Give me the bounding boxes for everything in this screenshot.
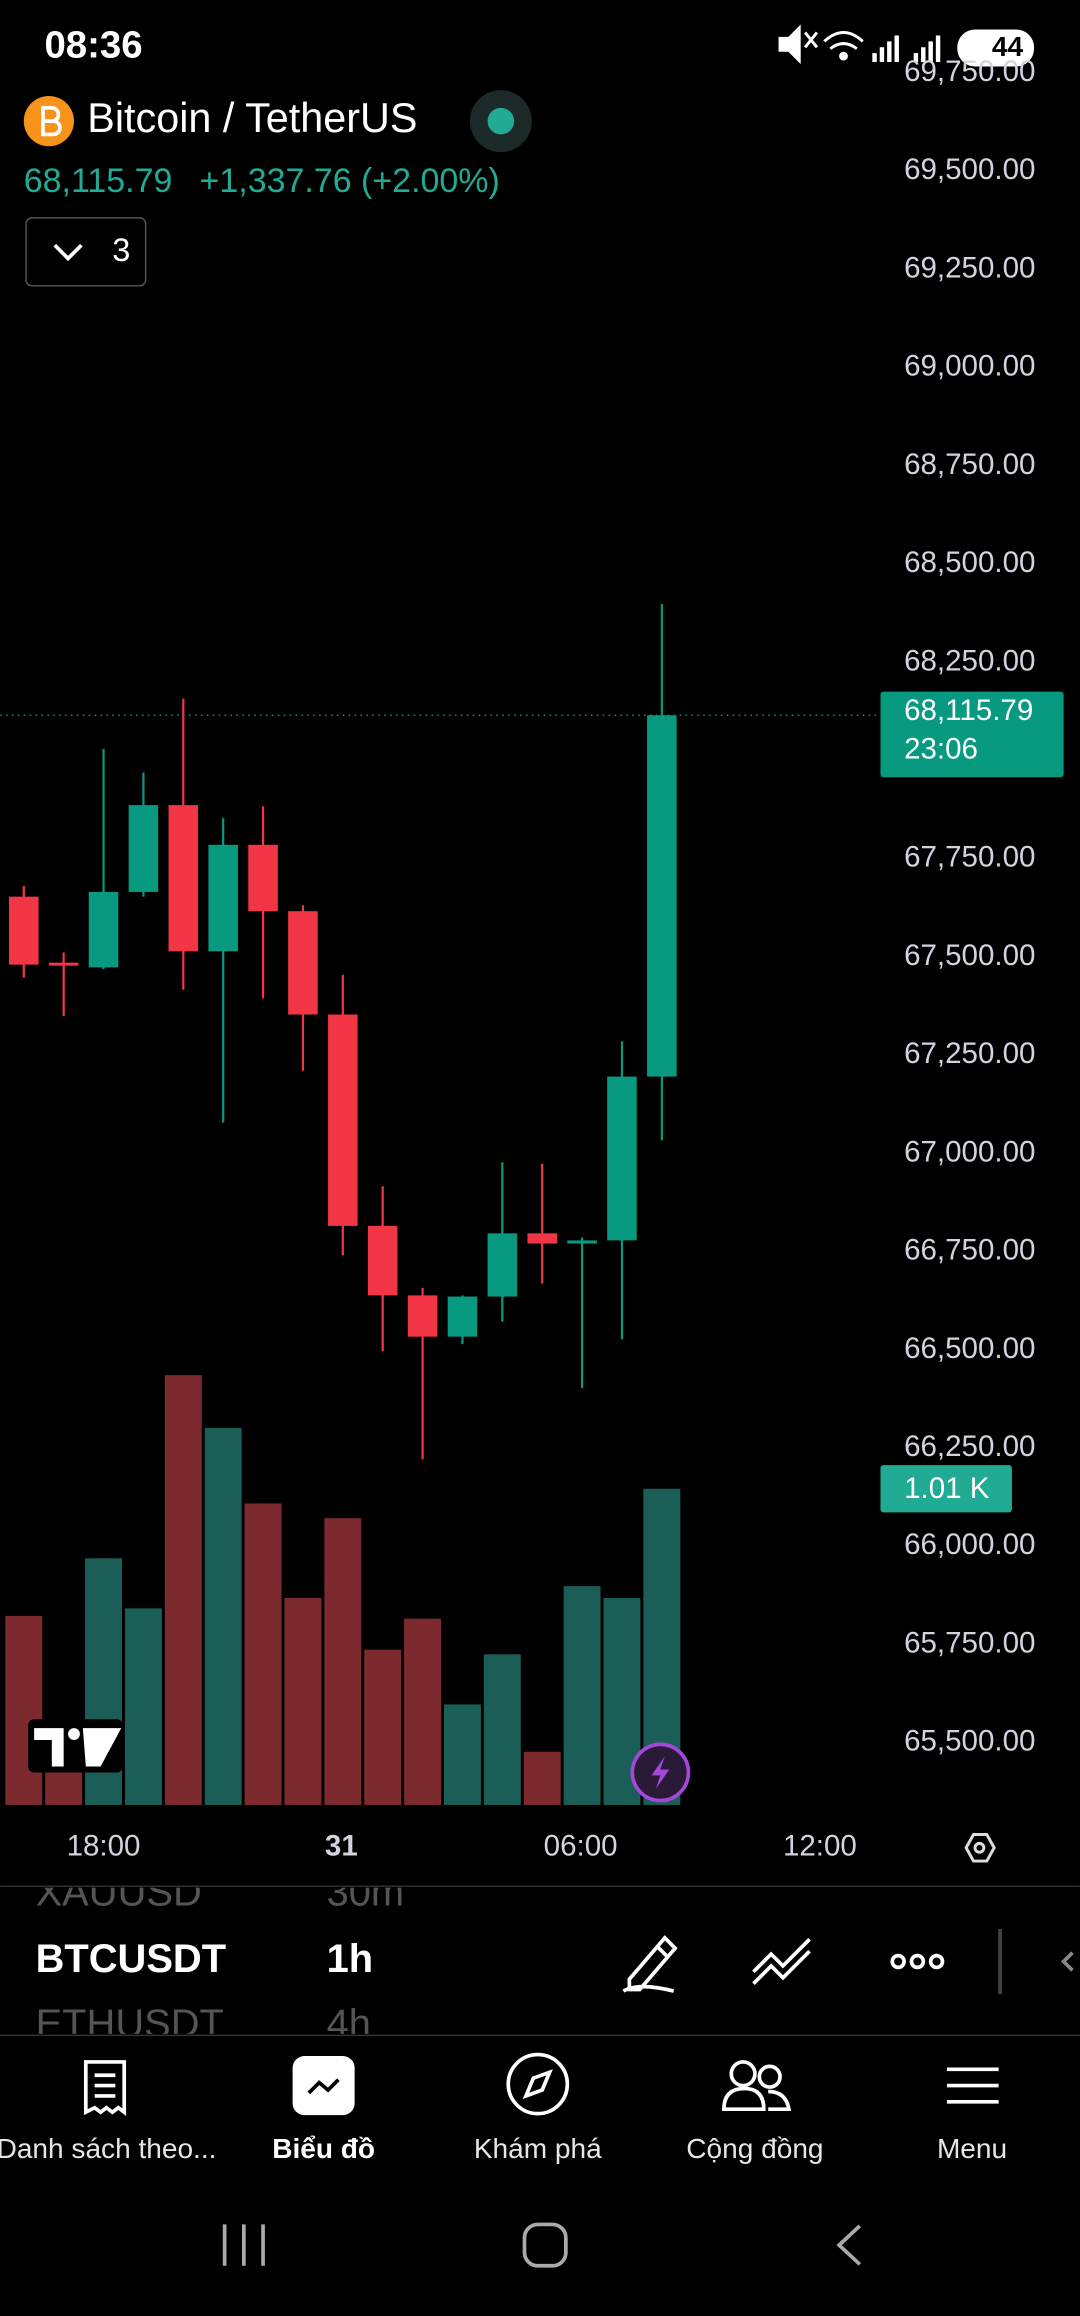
volume-bar (324, 1518, 362, 1805)
draw-icon[interactable] (627, 1935, 678, 1992)
candle-body (208, 844, 238, 952)
volume-bar (45, 1772, 83, 1805)
y-tick-label: 65,500.00 (904, 1725, 1035, 1758)
candle-body (367, 1225, 398, 1296)
back-button[interactable] (836, 2224, 862, 2266)
settings-dot (973, 1841, 986, 1854)
toolbar: XAUUSD 30m BTCUSDT 1h ETHUSDT 4h (36, 1871, 405, 2046)
volume-bar (364, 1649, 402, 1805)
x-tick-label: 12:00 (783, 1830, 857, 1863)
plot[interactable] (0, 603, 881, 1805)
nav-label[interactable]: Danh sách theo... (0, 2133, 216, 2164)
volume-bar (404, 1618, 442, 1805)
volume-bar (5, 1615, 43, 1805)
candle-body (48, 962, 79, 966)
candle-body (607, 1076, 637, 1241)
interval-item[interactable]: 1h (327, 1937, 374, 1981)
volume-bar (443, 1704, 481, 1805)
system-nav (222, 2222, 862, 2268)
volume-bar (483, 1654, 521, 1805)
interval-item[interactable]: 4h (327, 2002, 371, 2046)
candle-body (328, 1014, 358, 1226)
y-tick-label: 69,750.00 (904, 55, 1035, 88)
candle-body (647, 715, 677, 1077)
settings-icon[interactable] (964, 1833, 996, 1863)
volume-bar (244, 1503, 282, 1805)
indicator-count: 3 (112, 232, 130, 268)
y-tick-label: 67,750.00 (904, 841, 1035, 874)
candle-body (527, 1233, 557, 1244)
symbol-item[interactable]: XAUUSD (36, 1871, 202, 1915)
y-tick-label: 68,250.00 (904, 644, 1035, 677)
candle-body (9, 896, 39, 965)
y-tick-label: 67,000.00 (904, 1135, 1035, 1168)
y-tick-label: 67,500.00 (904, 939, 1035, 972)
volume-bar (204, 1428, 242, 1805)
nav-label[interactable]: Khám phá (474, 2133, 602, 2164)
volume-bar (284, 1598, 322, 1805)
y-tick-label: 66,750.00 (904, 1234, 1035, 1267)
y-tick-label: 66,250.00 (904, 1430, 1035, 1463)
home-button[interactable] (522, 2222, 568, 2268)
recents-button[interactable] (222, 2224, 265, 2266)
volume-label: 1.01 K (904, 1472, 990, 1505)
interval-item[interactable]: 30m (327, 1871, 405, 1915)
nav-icons (83, 2052, 999, 2116)
volume-bar (523, 1751, 561, 1805)
volume-bar (124, 1608, 162, 1805)
y-tick-label: 65,750.00 (904, 1626, 1035, 1659)
nav-label[interactable]: Menu (937, 2133, 1007, 2164)
chevron (53, 243, 83, 262)
y-tick-label: 66,000.00 (904, 1528, 1035, 1561)
indicator-toggle[interactable] (25, 217, 147, 287)
market-dot (487, 107, 515, 135)
y-tick-label: 69,500.00 (904, 153, 1035, 186)
status-icons (778, 24, 1035, 67)
x-tick-label: 31 (325, 1830, 358, 1863)
candle-body (567, 1240, 597, 1244)
y-tick-label: 66,500.00 (904, 1332, 1035, 1365)
volume-label-box (880, 1465, 1012, 1513)
candle-body (248, 844, 278, 912)
y-tick-label: 69,000.00 (904, 350, 1035, 383)
symbol-title[interactable]: Bitcoin / TetherUS (87, 95, 417, 141)
countdown: 23:06 (904, 732, 978, 765)
x-tick-label: 06:00 (544, 1830, 618, 1863)
nav-label[interactable]: Cộng đồng (686, 2133, 823, 2164)
header-price: 68,115.79 (24, 162, 173, 200)
symbol-item[interactable]: BTCUSDT (36, 1937, 227, 1981)
candle-body (168, 805, 199, 952)
header-change: +1,337.76 (+2.00%) (200, 162, 500, 200)
battery-level: 44 (992, 31, 1024, 62)
trend-icon[interactable] (752, 1938, 811, 1985)
symbol-item[interactable]: ETHUSDT (36, 2002, 224, 2046)
bottom-nav: Danh sách theo... Biểu đồ Khám phá Cộng đồn… (0, 2133, 1007, 2164)
x-tick-label: 18:00 (67, 1830, 141, 1863)
candle-body (128, 805, 159, 892)
candle-body (487, 1233, 518, 1297)
lightning-icon (651, 1756, 670, 1789)
y-tick-label: 68,750.00 (904, 448, 1035, 481)
y-tick-label: 69,250.00 (904, 251, 1035, 284)
y-tick-label: 67,250.00 (904, 1037, 1035, 1070)
tv-logo (28, 1719, 123, 1773)
volume-bar (563, 1586, 601, 1805)
coin-glyph (41, 105, 62, 137)
price-axis: 69,750.00 69,500.00 69,250.00 69,000.00 68,7… (904, 55, 1035, 1758)
candle-body (447, 1296, 478, 1337)
price-label: 68,115.79 (904, 694, 1033, 727)
nav-label[interactable]: Biểu đồ (272, 2133, 375, 2164)
candle-body (88, 891, 119, 968)
candle-body (288, 911, 318, 1015)
price-label-box (880, 691, 1064, 778)
status-time: 08:36 (44, 23, 142, 66)
volume-bar (164, 1375, 202, 1805)
toolbar-icons (622, 1929, 1074, 1995)
y-tick-label: 68,500.00 (904, 546, 1035, 579)
candle-body (407, 1295, 438, 1337)
